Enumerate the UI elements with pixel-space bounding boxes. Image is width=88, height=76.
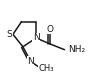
Text: N: N [27,57,34,66]
Text: NH₂: NH₂ [68,45,85,54]
Text: O: O [46,25,53,34]
Text: CH₃: CH₃ [38,64,54,73]
Text: S: S [7,30,12,39]
Text: N: N [33,34,39,42]
